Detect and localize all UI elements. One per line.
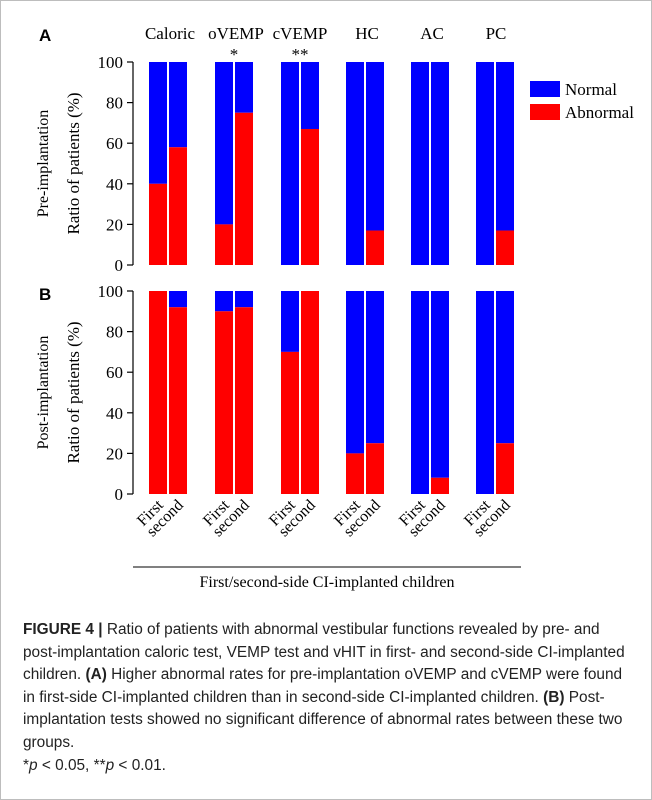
bar-abnormal-cvemp-second — [301, 291, 319, 494]
stacked-bar-chart: A Pre-implantation Ratio of patients (%) 0 2… — [35, 24, 634, 591]
group-label-caloric: Caloric — [145, 24, 195, 43]
bar-normal-pc-first — [476, 291, 494, 494]
bar-normal-ovemp-first — [215, 62, 233, 225]
bar-normal-caloric-first — [149, 62, 167, 184]
caption-a-label: (A) — [85, 666, 107, 684]
panel-label-b: B — [39, 285, 51, 304]
significance-marker: * — [230, 45, 239, 64]
bar-abnormal-caloric-first — [149, 291, 167, 494]
y-tick-label: 0 — [115, 256, 124, 275]
y-tick-label: 80 — [106, 323, 123, 342]
bar-abnormal-hc-first — [346, 453, 364, 494]
bar-abnormal-cvemp-second — [301, 128, 319, 265]
y-tick-label: 0 — [115, 485, 124, 504]
bar-normal-caloric-second — [169, 291, 187, 308]
panel-label-a: A — [39, 26, 51, 45]
bar-abnormal-pc-second — [496, 230, 514, 265]
bar-abnormal-ovemp-first — [215, 224, 233, 265]
p-threshold-2: < 0.01. — [114, 756, 166, 774]
y-tick-label: 60 — [106, 134, 123, 153]
bar-normal-ovemp-first — [215, 291, 233, 312]
bar-abnormal-ovemp-second — [235, 307, 253, 494]
bar-abnormal-caloric-first — [149, 183, 167, 265]
caption-b-label: (B) — [543, 688, 565, 706]
bar-normal-caloric-second — [169, 62, 187, 148]
bar-normal-ac-second — [431, 62, 449, 265]
p-symbol-1: p — [29, 756, 38, 774]
significance-marker: ** — [292, 45, 309, 64]
figure-caption: FIGURE 4 | Ratio of patients with abnorm… — [23, 619, 633, 777]
legend-label-normal: Normal — [565, 80, 617, 99]
bar-normal-ac-second — [431, 291, 449, 478]
x-axis-label: First/second-side CI-implanted children — [199, 574, 454, 591]
legend-label-abnormal: Abnormal — [565, 103, 634, 122]
y-axis-label: Ratio of patients (%) — [64, 92, 83, 234]
y-tick-label: 40 — [106, 404, 123, 423]
p-stars-1: * — [23, 756, 29, 774]
y-tick-label: 20 — [106, 215, 123, 234]
row-label: Pre-implantation — [35, 110, 52, 218]
group-label-pc: PC — [486, 24, 507, 43]
y-tick-label: 80 — [106, 94, 123, 113]
p-stars-2: ** — [93, 756, 106, 774]
y-tick-label: 40 — [106, 175, 123, 194]
bar-normal-cvemp-first — [281, 291, 299, 352]
caption-b-text: Post-implantation tests showed no signif… — [23, 688, 623, 751]
y-tick-label: 100 — [98, 53, 124, 72]
bar-normal-hc-second — [366, 291, 384, 444]
bar-normal-hc-first — [346, 62, 364, 265]
y-axis-label: Ratio of patients (%) — [64, 321, 83, 463]
bar-normal-cvemp-first — [281, 62, 299, 265]
bar-abnormal-ac-second — [431, 477, 449, 494]
bar-abnormal-caloric-second — [169, 307, 187, 494]
p-symbol-2: p — [105, 756, 115, 774]
bar-abnormal-hc-second — [366, 230, 384, 265]
bar-normal-ovemp-second — [235, 62, 253, 113]
bar-abnormal-ovemp-first — [215, 311, 233, 494]
group-label-ovemp: oVEMP — [208, 24, 264, 43]
y-tick-label: 60 — [106, 363, 123, 382]
bar-normal-pc-second — [496, 291, 514, 444]
bar-abnormal-caloric-second — [169, 147, 187, 265]
bar-normal-pc-first — [476, 62, 494, 265]
y-tick-label: 20 — [106, 444, 123, 463]
bar-normal-cvemp-second — [301, 62, 319, 129]
group-label-hc: HC — [355, 24, 379, 43]
p-threshold-1: < 0.05, — [37, 756, 94, 774]
legend-swatch-abnormal — [530, 104, 560, 120]
bar-normal-ac-first — [411, 62, 429, 265]
bar-abnormal-pc-second — [496, 443, 514, 494]
bar-abnormal-cvemp-first — [281, 351, 299, 494]
figure-label: FIGURE 4 | — [23, 621, 103, 638]
caption-text: Ratio of patients with abnormal vestibul… — [23, 621, 625, 684]
bar-normal-pc-second — [496, 62, 514, 231]
row-label: Post-implantation — [35, 336, 52, 450]
y-tick-label: 100 — [98, 282, 124, 301]
legend-swatch-normal — [530, 81, 560, 97]
caption-a-text: Higher abnormal rates for pre-implantati… — [23, 666, 623, 706]
bar-normal-ac-first — [411, 291, 429, 494]
bar-abnormal-ovemp-second — [235, 112, 253, 265]
group-label-cvemp: cVEMP — [273, 24, 328, 43]
bar-abnormal-hc-second — [366, 443, 384, 494]
bar-normal-ovemp-second — [235, 291, 253, 308]
bar-normal-hc-first — [346, 291, 364, 454]
bar-normal-hc-second — [366, 62, 384, 231]
group-label-ac: AC — [420, 24, 444, 43]
